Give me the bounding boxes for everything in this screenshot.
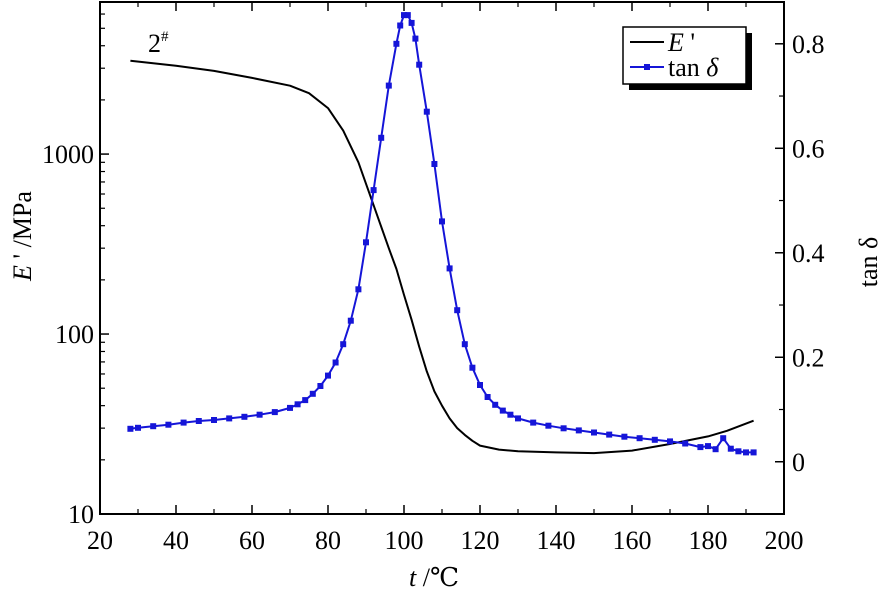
series-point-1 xyxy=(271,409,278,416)
series-point-1 xyxy=(370,187,377,194)
series-point-1 xyxy=(211,417,217,423)
series-point-1 xyxy=(404,12,411,19)
series-point-1 xyxy=(530,419,537,426)
legend: E ' tan δ xyxy=(622,26,752,90)
y-right-tick-label: 0.4 xyxy=(792,239,825,268)
x-tick-label: 140 xyxy=(537,526,576,555)
y-right-tick-label: 0.2 xyxy=(792,343,825,372)
legend-box xyxy=(622,26,747,85)
series-point-1 xyxy=(355,286,362,293)
series-point-1 xyxy=(431,161,438,167)
series-point-1 xyxy=(697,444,704,451)
legend-marker-tan-delta xyxy=(644,64,650,70)
series-point-1 xyxy=(393,40,400,47)
series-point-1 xyxy=(165,421,172,428)
series-point-1 xyxy=(735,448,742,455)
x-axis-title: t /℃ xyxy=(409,563,459,591)
series-point-1 xyxy=(150,423,157,430)
series-point-1 xyxy=(385,82,392,89)
series-line-0 xyxy=(130,59,754,455)
series-point-1 xyxy=(492,401,499,408)
series-point-1 xyxy=(226,415,233,422)
series-point-1 xyxy=(560,425,567,432)
series-point-1 xyxy=(712,446,719,453)
x-tick-label: 40 xyxy=(163,526,189,555)
series-point-1 xyxy=(727,445,734,452)
ticks-layer: 20 40 60 80 100 120 140 160 180 200 10 100 1000 0 0.2 0… xyxy=(42,1,825,555)
series-point-1 xyxy=(363,239,369,246)
legend-label-tan-delta: tan δ xyxy=(668,53,719,82)
series-point-1 xyxy=(484,394,491,400)
x-tick-label: 120 xyxy=(461,526,500,555)
y-right-tick-label: 0.8 xyxy=(792,30,825,59)
series-point-1 xyxy=(545,422,552,429)
series-point-1 xyxy=(378,134,385,141)
series-point-1 xyxy=(743,449,749,456)
series-point-1 xyxy=(446,265,453,272)
series-point-1 xyxy=(397,22,404,29)
series-point-1 xyxy=(340,341,347,348)
series-point-1 xyxy=(135,424,141,431)
series-point-1 xyxy=(705,443,711,450)
series-point-1 xyxy=(682,440,689,447)
series-point-1 xyxy=(750,449,757,456)
x-tick-label: 60 xyxy=(239,526,265,555)
series-point-1 xyxy=(499,407,506,414)
series-point-1 xyxy=(416,61,423,68)
series-point-1 xyxy=(332,359,339,366)
series-point-1 xyxy=(127,425,134,432)
x-tick-label: 20 xyxy=(87,526,113,555)
y-left-axis-title: E ' /MPa xyxy=(8,191,37,282)
y-left-tick-label: 100 xyxy=(55,320,94,349)
series-point-1 xyxy=(317,383,324,389)
series-point-1 xyxy=(287,404,293,411)
series-point-1 xyxy=(408,19,415,26)
series-point-1 xyxy=(461,341,468,348)
series-line-1 xyxy=(130,14,754,454)
series-point-1 xyxy=(507,411,514,418)
series-point-1 xyxy=(621,433,628,440)
series-point-1 xyxy=(591,429,597,436)
series-point-1 xyxy=(720,435,727,442)
x-tick-label: 100 xyxy=(385,526,424,555)
series-point-1 xyxy=(309,390,316,397)
curve-annotation: 2# xyxy=(148,29,169,58)
x-tick-label: 160 xyxy=(613,526,652,555)
series-point-1 xyxy=(241,413,248,420)
series-point-1 xyxy=(515,415,521,422)
series-point-1 xyxy=(412,35,419,42)
y-left-tick-label: 1000 xyxy=(42,140,94,169)
series-point-1 xyxy=(294,401,301,408)
series-layer xyxy=(127,12,757,456)
series-point-1 xyxy=(575,427,582,434)
y-right-axis-title: tan δ xyxy=(854,237,883,288)
series-point-1 xyxy=(667,438,673,445)
x-tick-label: 200 xyxy=(765,526,804,555)
x-tick-label: 180 xyxy=(689,526,728,555)
series-point-1 xyxy=(606,431,613,438)
series-point-1 xyxy=(439,218,445,225)
y-right-tick-label: 0.6 xyxy=(792,134,825,163)
series-point-1 xyxy=(256,411,263,418)
series-point-1 xyxy=(454,307,461,314)
series-point-1 xyxy=(302,397,309,404)
series-point-1 xyxy=(651,436,658,443)
legend-label-E-prime: E ' xyxy=(667,28,695,57)
series-point-1 xyxy=(195,418,202,424)
series-point-1 xyxy=(423,108,430,115)
series-point-1 xyxy=(347,317,354,324)
series-point-1 xyxy=(180,419,187,426)
series-point-1 xyxy=(636,435,643,442)
series-point-1 xyxy=(477,382,483,388)
y-right-tick-label: 0 xyxy=(792,448,805,477)
x-tick-label: 80 xyxy=(315,526,341,555)
y-left-tick-label: 10 xyxy=(68,500,94,529)
series-point-1 xyxy=(325,372,331,379)
series-point-1 xyxy=(469,364,476,371)
series-point-1 xyxy=(401,12,407,19)
